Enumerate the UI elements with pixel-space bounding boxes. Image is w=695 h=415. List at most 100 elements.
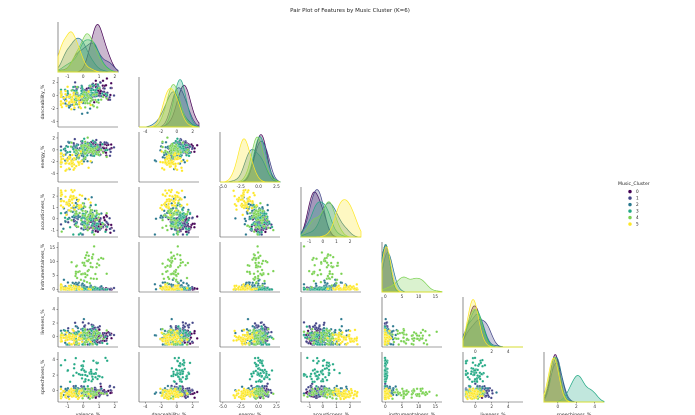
- scatter-point-cluster-4: [169, 251, 173, 254]
- scatter-point-cluster-5: [61, 205, 65, 209]
- scatter-point-cluster-2: [391, 343, 395, 346]
- scatter-point-cluster-2: [59, 329, 63, 333]
- scatter-point-cluster-3: [89, 219, 93, 222]
- scatter-point-cluster-4: [252, 328, 256, 332]
- scatter-point-cluster-2: [243, 222, 247, 226]
- scatter-point-cluster-4: [95, 211, 99, 215]
- scatter-point-cluster-1: [103, 87, 106, 90]
- scatter-point-cluster-4: [325, 342, 329, 346]
- scatter-point-cluster-5: [165, 191, 169, 195]
- scatter-point-cluster-5: [59, 286, 63, 290]
- scatter-point-cluster-5: [70, 107, 73, 111]
- scatter-point-cluster-4: [105, 272, 109, 276]
- scatter-point-cluster-4: [83, 214, 87, 218]
- scatter-point-cluster-4: [81, 261, 84, 265]
- scatter-point-cluster-2: [67, 106, 71, 109]
- x-tick-label: -1: [307, 239, 312, 244]
- scatter-point-cluster-5: [67, 167, 71, 170]
- scatter-point-cluster-4: [312, 279, 316, 283]
- scatter-point-cluster-5: [174, 209, 178, 212]
- scatter-point-cluster-2: [390, 330, 394, 333]
- scatter-point-cluster-4: [82, 157, 86, 161]
- scatter-point-cluster-4: [261, 259, 265, 263]
- scatter-point-cluster-3: [383, 325, 387, 328]
- scatter-point-cluster-5: [242, 199, 246, 203]
- scatter-point-cluster-4: [175, 253, 179, 256]
- scatter-point-cluster-4: [92, 277, 96, 281]
- scatter-point-cluster-4: [266, 272, 270, 276]
- scatter-point-cluster-5: [67, 100, 71, 104]
- scatter-point-cluster-3: [82, 137, 86, 141]
- scatter-point-cluster-4: [82, 224, 86, 227]
- scatter-point-cluster-2: [80, 112, 84, 116]
- scatter-point-cluster-3: [184, 143, 188, 147]
- scatter-point-cluster-2: [344, 329, 348, 333]
- scatter-point-cluster-1: [73, 321, 77, 325]
- scatter-point-cluster-4: [320, 251, 324, 254]
- scatter-point-cluster-4: [173, 218, 176, 222]
- scatter-point-cluster-5: [167, 288, 171, 291]
- scatter-point-cluster-4: [262, 225, 265, 228]
- subplot-liveness_%-vs-danceability_%: [138, 297, 199, 348]
- scatter-point-cluster-4: [326, 263, 330, 267]
- scatter-point-cluster-3: [302, 333, 306, 337]
- scatter-point-cluster-4: [253, 222, 257, 226]
- scatter-point-cluster-4: [260, 273, 264, 277]
- scatter-point-cluster-3: [92, 84, 96, 87]
- scatter-point-cluster-4: [169, 263, 172, 267]
- scatter-point-cluster-2: [246, 212, 249, 215]
- scatter-point-cluster-4: [256, 342, 259, 346]
- y-tick-label: -2: [51, 159, 56, 164]
- scatter-point-cluster-5: [240, 342, 244, 345]
- scatter-point-cluster-5: [175, 157, 179, 161]
- scatter-point-cluster-5: [80, 194, 84, 198]
- scatter-point-cluster-5: [70, 342, 73, 346]
- scatter-point-cluster-5: [64, 162, 67, 165]
- scatter-point-cluster-5: [70, 188, 73, 192]
- scatter-point-cluster-3: [94, 89, 97, 92]
- scatter-point-cluster-4: [81, 213, 84, 217]
- scatter-point-cluster-5: [185, 203, 189, 206]
- scatter-point-cluster-4: [94, 272, 97, 276]
- scatter-point-cluster-0: [193, 150, 196, 154]
- scatter-point-cluster-4: [172, 148, 176, 152]
- scatter-point-cluster-5: [173, 331, 177, 334]
- scatter-point-cluster-5: [59, 90, 63, 93]
- scatter-point-cluster-4: [266, 226, 270, 230]
- scatter-point-cluster-5: [168, 194, 172, 198]
- scatter-point-cluster-4: [83, 144, 87, 148]
- scatter-point-cluster-4: [257, 256, 260, 260]
- scatter-point-cluster-2: [67, 141, 71, 145]
- scatter-point-cluster-4: [86, 136, 90, 139]
- scatter-point-cluster-1: [187, 326, 191, 329]
- scatter-point-cluster-2: [62, 227, 65, 231]
- scatter-point-cluster-4: [97, 258, 100, 261]
- scatter-point-cluster-5: [77, 333, 81, 336]
- scatter-point-cluster-5: [233, 329, 236, 333]
- scatter-point-cluster-2: [153, 282, 157, 286]
- scatter-point-cluster-3: [176, 325, 180, 328]
- scatter-point-cluster-5: [68, 195, 72, 199]
- scatter-point-cluster-4: [89, 96, 93, 100]
- scatter-point-cluster-5: [61, 102, 65, 105]
- scatter-point-cluster-3: [77, 233, 81, 236]
- scatter-point-cluster-4: [271, 269, 275, 273]
- scatter-point-cluster-5: [251, 199, 254, 203]
- scatter-point-cluster-4: [175, 213, 179, 216]
- scatter-point-cluster-3: [338, 328, 341, 332]
- scatter-point-cluster-3: [258, 216, 262, 220]
- scatter-point-cluster-4: [252, 230, 256, 233]
- scatter-point-cluster-4: [166, 258, 170, 261]
- scatter-point-cluster-5: [167, 189, 171, 192]
- scatter-point-cluster-5: [80, 287, 84, 291]
- scatter-point-cluster-2: [76, 326, 80, 330]
- scatter-point-cluster-5: [250, 206, 254, 210]
- scatter-point-cluster-0: [105, 77, 109, 80]
- scatter-point-cluster-5: [349, 340, 352, 344]
- scatter-point-cluster-4: [252, 272, 256, 276]
- scatter-point-cluster-5: [65, 213, 68, 217]
- scatter-point-cluster-2: [83, 197, 87, 201]
- scatter-point-cluster-5: [87, 198, 90, 201]
- scatter-point-cluster-1: [108, 227, 112, 231]
- scatter-point-cluster-4: [85, 218, 89, 221]
